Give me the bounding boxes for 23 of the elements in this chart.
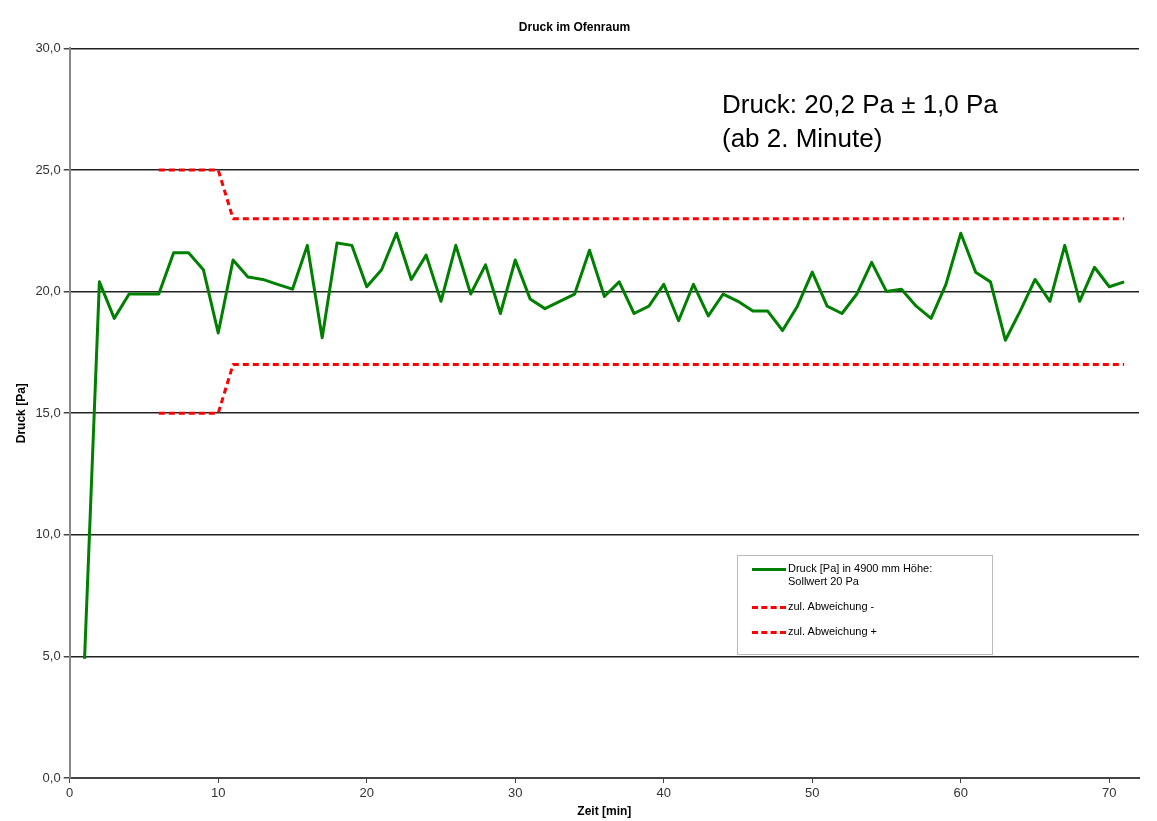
y-tick-label: 15,0 — [35, 404, 61, 420]
legend-label: zul. Abweichung - — [788, 600, 875, 613]
x-tick-label: 50 — [805, 785, 820, 801]
x-tick-label: 60 — [953, 785, 969, 801]
x-tick-label: 30 — [508, 785, 523, 801]
x-tick-label: 70 — [1102, 785, 1117, 801]
x-tick-label: 10 — [210, 785, 226, 801]
y-tick-label: 10,0 — [35, 526, 61, 542]
chart-title: Druck im Ofenraum — [518, 19, 631, 34]
x-tick-label: 20 — [359, 785, 374, 801]
y-tick-label: 5,0 — [42, 647, 61, 663]
x-tick-label: 0 — [66, 785, 74, 801]
y-tick-label: 0,0 — [42, 769, 61, 785]
annotation: (ab 2. Minute) — [721, 123, 883, 154]
legend-label: Druck [Pa] in 4900 mm Höhe: Sollwert 20 Pa — [788, 562, 934, 588]
y-axis-title: Druck [Pa] — [13, 383, 28, 444]
legend-label: zul. Abweichung + — [788, 625, 877, 638]
y-tick-label: 30,0 — [35, 39, 61, 55]
x-tick-label: 40 — [656, 785, 671, 801]
y-tick-label: 20,0 — [35, 283, 61, 299]
y-tick-label: 25,0 — [35, 161, 61, 177]
x-axis-title: Zeit [min] — [577, 804, 632, 819]
annotation: Druck: 20,2 Pa ± 1,0 Pa — [721, 89, 999, 120]
